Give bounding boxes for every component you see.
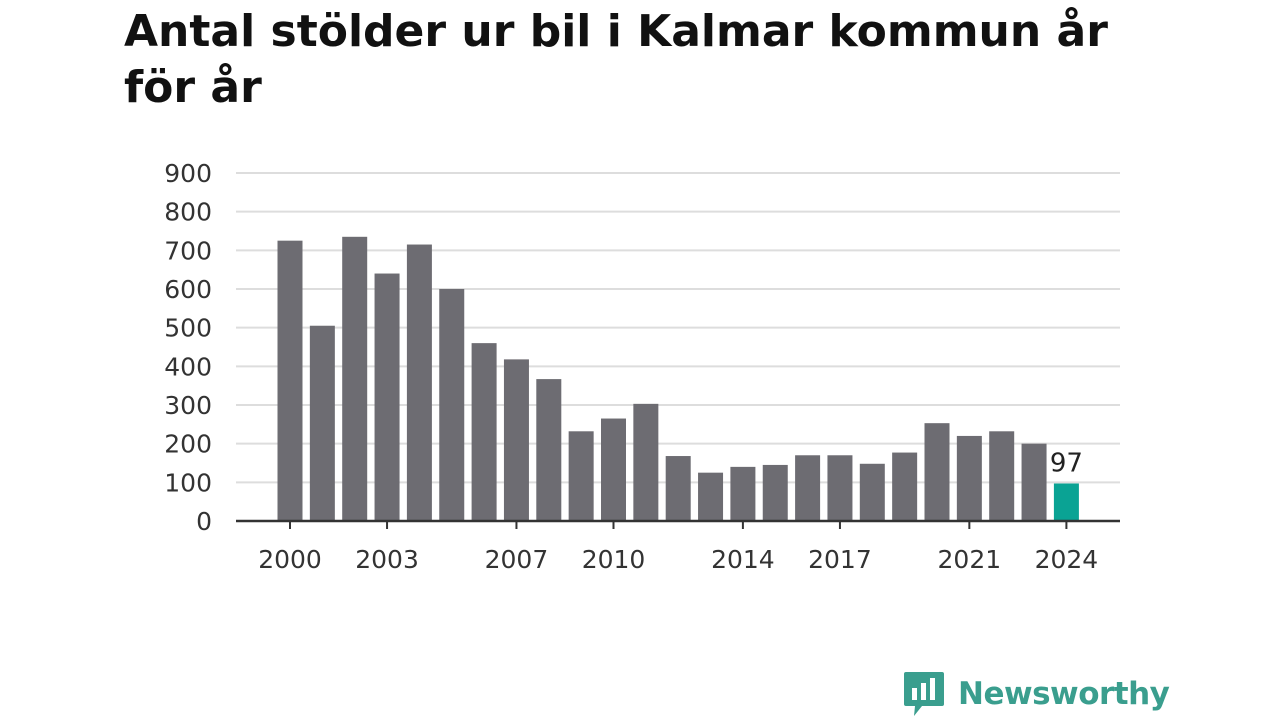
bar-2009 (568, 431, 594, 521)
bar-2020 (924, 423, 950, 521)
x-tick-label: 2021 (938, 545, 1002, 574)
bar-2006 (471, 343, 497, 521)
data-labels: 97 (1050, 448, 1083, 478)
x-tick-label: 2014 (711, 545, 775, 574)
bar-2004 (406, 244, 432, 522)
bar-2022 (989, 431, 1015, 521)
brand-name: Newsworthy (958, 676, 1170, 712)
y-tick-label: 800 (164, 198, 212, 227)
newsworthy-chart-bubble-icon (904, 672, 944, 716)
bars (236, 236, 1120, 523)
bar-2012 (665, 456, 691, 521)
bar-2010 (601, 418, 626, 521)
y-tick-label: 900 (164, 159, 212, 188)
data-label-2024: 97 (1050, 448, 1083, 478)
y-tick-label: 200 (164, 430, 212, 459)
y-tick-label: 0 (196, 507, 212, 536)
bar-2001 (309, 325, 335, 521)
x-tick-label: 2000 (258, 545, 322, 574)
bar-2005 (439, 289, 465, 521)
x-tick-label: 2017 (808, 545, 872, 574)
x-tick-label: 2010 (582, 545, 646, 574)
y-tick-label: 500 (164, 314, 212, 343)
bar-2015 (762, 464, 788, 521)
bar-2008 (536, 379, 562, 521)
grid-lines (236, 172, 1120, 484)
x-tick-label: 2003 (355, 545, 419, 574)
x-tick-label: 2024 (1035, 545, 1099, 574)
y-axis-ticks: 0 100 200 300 400 500 600 700 800 900 (164, 159, 212, 536)
bar-2021 (956, 435, 982, 521)
bar-2013 (698, 472, 724, 521)
y-tick-label: 700 (164, 236, 212, 265)
bar-2016 (795, 455, 821, 521)
bar-2000 (277, 240, 303, 521)
bar-2011 (633, 403, 659, 521)
newsworthy-logo: Newsworthy (902, 670, 1170, 718)
bar-2003 (374, 273, 400, 521)
bar-2024 (1053, 483, 1079, 521)
x-axis-ticks: 2000 2003 2007 2010 2014 2017 2021 2024 (258, 521, 1098, 574)
bar-2019 (892, 452, 918, 521)
bar-2023 (1021, 443, 1047, 521)
x-tick-label: 2007 (485, 545, 549, 574)
bar-2018 (859, 463, 885, 521)
bar-2002 (342, 236, 368, 522)
y-tick-label: 400 (164, 352, 212, 381)
bar-2014 (730, 466, 756, 521)
y-tick-label: 300 (164, 391, 212, 420)
bar-2017 (827, 455, 853, 521)
chart-title: Antal stölder ur bil i Kalmar kommun år … (124, 6, 1108, 113)
y-tick-label: 600 (164, 275, 212, 304)
bar-2007 (503, 359, 529, 521)
y-tick-label: 100 (164, 468, 212, 497)
